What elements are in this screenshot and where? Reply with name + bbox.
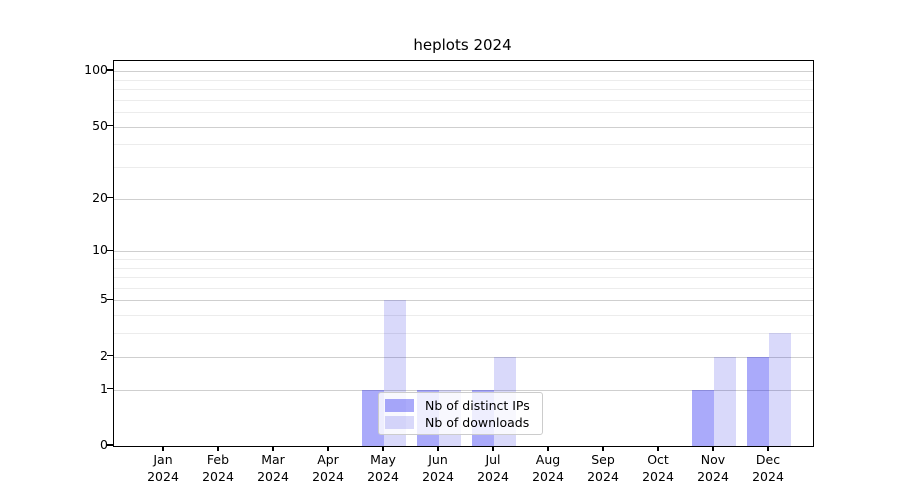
- legend-entry-downloads: Nb of downloads: [385, 415, 536, 430]
- x-tick-year: 2024: [752, 468, 784, 484]
- y-axis-tick: [107, 196, 113, 199]
- y-major-gridline: [114, 198, 813, 200]
- x-tick-month: Aug: [535, 452, 561, 467]
- y-axis-tick-label: 2: [100, 347, 108, 363]
- x-tick-month: Dec: [755, 452, 781, 467]
- y-minor-gridline: [114, 144, 813, 146]
- x-axis-tick-label: Jun 2024: [410, 452, 466, 485]
- legend-entry-distinct-ips: Nb of distinct IPs: [385, 398, 536, 413]
- x-axis-tick-label: Nov 2024: [685, 452, 741, 485]
- y-minor-gridline: [114, 333, 813, 335]
- legend-swatch-distinct-ips-icon: [385, 399, 414, 412]
- x-tick-month: Nov: [700, 452, 726, 467]
- x-axis-tick: [437, 446, 439, 451]
- bar-distinct-ips-nov: [692, 389, 714, 446]
- y-axis-tick-label: 5: [100, 291, 108, 307]
- x-axis-tick: [382, 446, 384, 451]
- x-tick-month: Mar: [261, 452, 285, 467]
- y-minor-gridline: [114, 99, 813, 101]
- chart-title: heplots 2024: [413, 36, 512, 54]
- x-axis-tick: [767, 446, 769, 451]
- y-major-gridline: [114, 126, 813, 128]
- x-axis-tick-label: May 2024: [355, 452, 411, 485]
- x-tick-year: 2024: [642, 468, 674, 484]
- x-tick-year: 2024: [367, 468, 399, 484]
- y-minor-gridline: [114, 79, 813, 81]
- x-axis-tick: [492, 446, 494, 451]
- x-tick-year: 2024: [532, 468, 564, 484]
- x-axis-tick: [712, 446, 714, 451]
- x-axis-tick-label: Aug 2024: [520, 452, 576, 485]
- y-minor-gridline: [114, 277, 813, 278]
- x-tick-month: Jul: [485, 452, 501, 467]
- y-major-gridline: [114, 389, 813, 391]
- bar-downloads-dec: [769, 333, 791, 446]
- x-axis-tick: [657, 446, 659, 451]
- x-tick-month: Oct: [647, 452, 669, 467]
- y-minor-gridline: [114, 112, 813, 113]
- x-tick-year: 2024: [697, 468, 729, 484]
- y-axis-tick-label: 10: [92, 242, 108, 258]
- y-axis-tick: [107, 69, 113, 71]
- x-tick-month: May: [370, 452, 396, 467]
- legend-label-downloads: Nb of downloads: [425, 415, 530, 430]
- legend-swatch-downloads-icon: [385, 416, 414, 429]
- x-tick-month: Jun: [428, 452, 448, 467]
- x-tick-year: 2024: [257, 468, 289, 484]
- x-tick-year: 2024: [422, 468, 454, 484]
- x-axis-tick: [162, 446, 164, 451]
- y-axis-tick: [107, 298, 113, 301]
- x-axis-tick: [217, 446, 219, 451]
- x-axis-tick-label: Oct 2024: [630, 452, 686, 485]
- x-tick-year: 2024: [477, 468, 509, 484]
- x-tick-month: Feb: [206, 452, 230, 467]
- y-axis-tick: [107, 124, 113, 127]
- x-tick-month: Sep: [591, 452, 615, 467]
- bar-distinct-ips-dec: [747, 356, 769, 446]
- bar-downloads-nov: [714, 356, 736, 446]
- x-axis-tick-label: Apr 2024: [300, 452, 356, 485]
- x-axis-tick-label: Jul 2024: [465, 452, 521, 485]
- y-major-gridline: [114, 251, 813, 253]
- x-axis-tick: [602, 446, 604, 451]
- x-tick-year: 2024: [587, 468, 619, 484]
- y-major-gridline: [114, 300, 813, 302]
- x-axis-tick-label: Feb 2024: [190, 452, 246, 485]
- x-axis-tick: [547, 446, 549, 451]
- legend-label-distinct-ips: Nb of distinct IPs: [425, 398, 530, 413]
- y-major-gridline: [114, 71, 813, 72]
- y-minor-gridline: [114, 287, 813, 289]
- x-tick-month: Jan: [153, 452, 173, 467]
- x-tick-year: 2024: [202, 468, 234, 484]
- x-axis-tick-label: Dec 2024: [740, 452, 796, 485]
- x-axis-tick-label: Sep 2024: [575, 452, 631, 485]
- x-axis-tick: [327, 446, 329, 451]
- y-major-gridline: [114, 356, 813, 358]
- y-axis-tick-label: 1: [100, 380, 108, 396]
- plot-area: [113, 60, 814, 447]
- y-axis-tick-label: 100: [84, 62, 108, 77]
- y-axis-tick: [107, 249, 113, 251]
- y-axis-tick: [107, 355, 113, 357]
- x-tick-month: Apr: [317, 452, 339, 467]
- x-tick-year: 2024: [147, 468, 179, 484]
- y-axis-tick-label: 50: [92, 117, 108, 133]
- x-axis-tick-label: Mar 2024: [245, 452, 301, 485]
- y-minor-gridline: [114, 315, 813, 317]
- y-minor-gridline: [114, 167, 813, 168]
- x-axis-tick-label: Jan 2024: [135, 452, 191, 485]
- y-minor-gridline: [114, 258, 813, 260]
- y-minor-gridline: [114, 267, 813, 269]
- y-axis-tick-label: 0: [100, 437, 108, 452]
- y-axis-tick: [107, 444, 113, 446]
- x-tick-year: 2024: [312, 468, 344, 484]
- y-axis-tick: [107, 388, 113, 390]
- y-minor-gridline: [114, 88, 813, 90]
- x-axis-tick: [272, 446, 274, 451]
- legend: Nb of distinct IPs Nb of downloads: [378, 392, 543, 435]
- y-axis-tick-label: 20: [92, 189, 108, 205]
